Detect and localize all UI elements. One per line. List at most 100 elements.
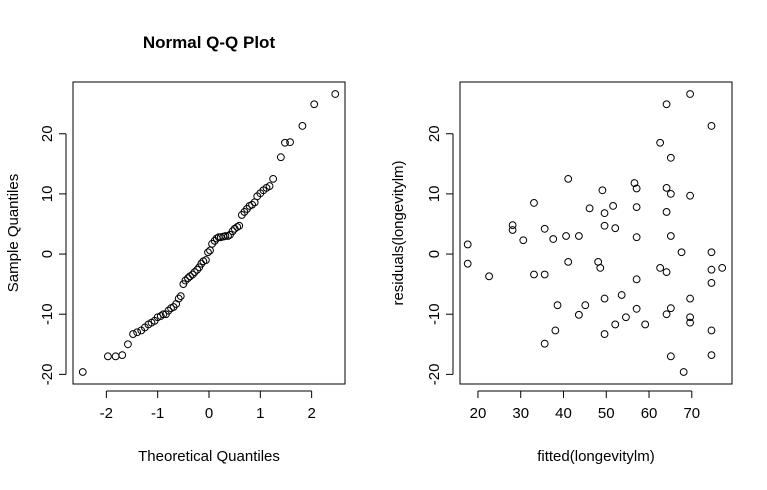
qq-plot-x-tick-label: 1 (256, 405, 264, 422)
residuals-plot-point (596, 263, 605, 272)
residuals-plot-x-tick-label: 60 (641, 405, 658, 422)
residuals-plot-point (585, 204, 594, 213)
qq-plot-point (248, 200, 257, 209)
residuals-plot-point (530, 199, 538, 207)
residuals-plot-point (677, 248, 686, 257)
qq-plot-points (78, 90, 340, 376)
residuals-plot-point (686, 313, 694, 322)
qq-plot-point (204, 248, 212, 257)
residuals-plot-point (656, 263, 665, 272)
qq-plot-point (186, 272, 194, 281)
residuals-plot-point (686, 90, 694, 98)
qq-plot-point (174, 294, 183, 303)
residuals-plot-point (641, 320, 650, 329)
residuals-plot-x-axis: 20 30 40 50 60 70 (470, 390, 700, 422)
qq-plot-point (133, 328, 142, 337)
residuals-plot-point (632, 304, 641, 313)
qq-plot-point (310, 100, 319, 109)
residuals-plot-point (707, 279, 716, 287)
residuals-plot-point (463, 259, 472, 268)
qq-plot-point (233, 223, 242, 231)
qq-plot-point (224, 232, 232, 240)
qq-plot-point (331, 90, 340, 98)
qq-plot-point (202, 256, 210, 264)
qq-plot-point (269, 174, 278, 183)
qq-plot-panel: Normal Q-Q Plot Theoretical Quantiles Sa… (5, 33, 346, 465)
residuals-plot-point (540, 224, 549, 233)
qq-plot-point (206, 246, 214, 255)
qq-plot-point (276, 153, 285, 162)
residuals-plot-point (508, 221, 517, 230)
residuals-plot-point (485, 272, 493, 281)
residuals-plot-point (574, 310, 583, 319)
qq-plot-x-tick-label: 0 (205, 405, 213, 422)
qq-plot-point (298, 122, 307, 130)
residuals-plot-x-tick-label: 50 (598, 405, 615, 422)
residuals-plot-point (600, 221, 609, 230)
residuals-plot-y-axis: -20 -10 0 10 20 (426, 125, 454, 386)
residuals-plot-point (679, 368, 688, 376)
qq-plot-x-tick-label: -1 (151, 405, 164, 422)
residuals-plot-point (598, 186, 607, 195)
residuals-plot-point (519, 236, 528, 245)
residuals-plot-point (549, 235, 558, 243)
qq-plot-frame (72, 81, 346, 385)
qq-plot-point (111, 352, 120, 361)
qq-plot-point (286, 138, 294, 147)
residuals-plot-point (600, 209, 609, 218)
residuals-plot-point (662, 310, 671, 319)
residuals-plot-point (662, 268, 671, 277)
residuals-plot-point (630, 179, 639, 187)
residuals-plot-point (707, 248, 716, 257)
residuals-plot-point (666, 189, 675, 198)
residuals-plot-y-axis-title: residuals(longevitylm) (390, 160, 407, 305)
residuals-plot-point (540, 270, 549, 279)
residuals-plot-y-tick-label: 10 (426, 186, 443, 203)
residuals-plot-point (632, 184, 641, 193)
residuals-plot-points (463, 90, 727, 376)
residuals-plot-point (574, 232, 583, 240)
qq-plot-point (190, 268, 199, 277)
residuals-plot-x-tick-label: 20 (470, 405, 487, 422)
residuals-plot-point (540, 339, 549, 348)
residuals-plot-y-tick-label: -20 (426, 364, 443, 386)
residuals-plot-point (564, 174, 573, 183)
qq-plot-x-tick-label: -2 (100, 405, 113, 422)
qq-plot-point (235, 221, 244, 230)
residuals-plot-point (707, 265, 716, 274)
qq-plot-y-tick-label: -20 (39, 364, 56, 386)
qq-plot-point (118, 351, 127, 360)
residuals-plot-point (611, 224, 620, 233)
qq-plot-point (181, 276, 190, 285)
residuals-plot-point (617, 291, 626, 299)
qq-plot-point (176, 292, 185, 301)
qq-plot-x-axis: -2 -1 0 1 2 (100, 390, 316, 422)
qq-plot-y-axis: -20 -10 0 10 20 (39, 125, 67, 386)
residuals-plot-x-tick-label: 70 (683, 405, 700, 422)
residuals-plot-point (662, 100, 671, 109)
residuals-plot-point (666, 232, 675, 240)
residuals-plot-y-tick-label: 20 (426, 125, 443, 142)
residuals-plot-point (707, 351, 716, 360)
residuals-plot-y-tick-label: -10 (426, 303, 443, 325)
residuals-plot-point (609, 202, 618, 210)
qq-plot-point (193, 265, 202, 274)
residuals-plot-point (530, 270, 538, 279)
residuals-plot-point (666, 153, 675, 162)
residuals-plot-point (707, 326, 716, 335)
qq-plot-point (164, 306, 173, 315)
qq-plot-point (124, 340, 132, 349)
qq-plot-y-tick-label: 10 (39, 186, 56, 203)
residuals-plot-point (666, 352, 675, 361)
qq-plot-y-tick-label: 0 (39, 250, 56, 258)
residuals-plot-point (622, 313, 630, 322)
residuals-plot-x-axis-title: fitted(longevitylm) (537, 448, 655, 465)
residuals-plot-point (662, 183, 671, 192)
residuals-plot-y-tick-label: 0 (426, 250, 443, 258)
qq-plot-point (281, 138, 289, 147)
residuals-plot-point (463, 240, 472, 249)
qq-plot-point (265, 182, 274, 190)
residuals-plot-point (581, 301, 590, 310)
